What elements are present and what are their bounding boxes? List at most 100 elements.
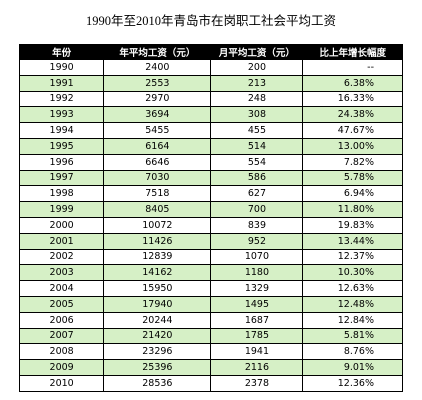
cell-growth: 6.38% bbox=[302, 74, 403, 92]
cell-annual-wage: 6646 bbox=[103, 153, 212, 171]
cell-monthly-wage: 627 bbox=[210, 185, 304, 203]
cell-growth: 47.67% bbox=[302, 122, 403, 139]
cell-year: 1999 bbox=[18, 201, 105, 218]
table-row: 2005 17940 1495 12.48% bbox=[18, 295, 403, 313]
cell-growth: 12.37% bbox=[302, 248, 403, 266]
table-row: 2007 21420 1785 5.81% bbox=[18, 327, 403, 345]
cell-growth: 8.76% bbox=[302, 343, 403, 361]
cell-annual-wage: 21420 bbox=[103, 327, 212, 345]
table-row: 2003 14162 1180 10.30% bbox=[18, 264, 403, 282]
cell-year: 1994 bbox=[18, 122, 105, 139]
cell-year: 2001 bbox=[18, 232, 105, 250]
cell-monthly-wage: 700 bbox=[210, 201, 304, 218]
cell-annual-wage: 28536 bbox=[103, 374, 212, 392]
cell-year: 1997 bbox=[18, 169, 105, 187]
header-year: 年份 bbox=[18, 44, 105, 60]
cell-monthly-wage: 248 bbox=[210, 90, 304, 108]
cell-annual-wage: 11426 bbox=[103, 232, 212, 250]
cell-monthly-wage: 1070 bbox=[210, 248, 304, 266]
cell-monthly-wage: 839 bbox=[210, 216, 304, 234]
cell-year: 1993 bbox=[18, 106, 105, 124]
cell-growth: -- bbox=[302, 59, 403, 76]
cell-year: 2005 bbox=[18, 295, 105, 313]
cell-monthly-wage: 1785 bbox=[210, 327, 304, 345]
cell-growth: 11.80% bbox=[302, 201, 403, 218]
cell-growth: 16.33% bbox=[302, 90, 403, 108]
table-row: 1993 3694 308 24.38% bbox=[18, 106, 403, 124]
cell-annual-wage: 7518 bbox=[103, 185, 212, 203]
cell-monthly-wage: 2378 bbox=[210, 374, 304, 392]
header-growth: 比上年增长幅度 bbox=[302, 44, 403, 60]
cell-monthly-wage: 213 bbox=[210, 74, 304, 92]
cell-monthly-wage: 1941 bbox=[210, 343, 304, 361]
table-row: 2009 25396 2116 9.01% bbox=[18, 359, 403, 376]
cell-growth: 5.78% bbox=[302, 169, 403, 187]
cell-year: 1992 bbox=[18, 90, 105, 108]
table-row: 1999 8405 700 11.80% bbox=[18, 201, 403, 218]
cell-monthly-wage: 455 bbox=[210, 122, 304, 139]
cell-annual-wage: 10072 bbox=[103, 216, 212, 234]
cell-annual-wage: 23296 bbox=[103, 343, 212, 361]
header-annual-wage: 年平均工资（元） bbox=[103, 44, 212, 60]
cell-year: 1998 bbox=[18, 185, 105, 203]
table-row: 2008 23296 1941 8.76% bbox=[18, 343, 403, 361]
cell-year: 1990 bbox=[18, 59, 105, 76]
cell-annual-wage: 25396 bbox=[103, 359, 212, 376]
table-row: 2004 15950 1329 12.63% bbox=[18, 280, 403, 297]
page-title: 1990年至2010年青岛市在岗职工社会平均工资 bbox=[85, 14, 336, 28]
cell-growth: 24.38% bbox=[302, 106, 403, 124]
cell-year: 2002 bbox=[18, 248, 105, 266]
table-row: 2000 10072 839 19.83% bbox=[18, 216, 403, 234]
cell-year: 2010 bbox=[18, 374, 105, 392]
cell-year: 1996 bbox=[18, 153, 105, 171]
cell-annual-wage: 3694 bbox=[103, 106, 212, 124]
cell-monthly-wage: 1329 bbox=[210, 280, 304, 297]
cell-growth: 12.84% bbox=[302, 311, 403, 329]
cell-year: 2004 bbox=[18, 280, 105, 297]
table-row: 1996 6646 554 7.82% bbox=[18, 153, 403, 171]
cell-year: 2008 bbox=[18, 343, 105, 361]
table-row: 2002 12839 1070 12.37% bbox=[18, 248, 403, 266]
header-monthly-wage: 月平均工资（元） bbox=[210, 44, 304, 60]
cell-growth: 10.30% bbox=[302, 264, 403, 282]
cell-annual-wage: 17940 bbox=[103, 295, 212, 313]
table-header-row: 年份 年平均工资（元） 月平均工资（元） 比上年增长幅度 bbox=[18, 44, 403, 60]
cell-year: 1991 bbox=[18, 74, 105, 92]
table-row: 1994 5455 455 47.67% bbox=[18, 122, 403, 139]
cell-growth: 5.81% bbox=[302, 327, 403, 345]
cell-growth: 9.01% bbox=[302, 359, 403, 376]
cell-annual-wage: 12839 bbox=[103, 248, 212, 266]
table-row: 2010 28536 2378 12.36% bbox=[18, 374, 403, 392]
cell-monthly-wage: 1687 bbox=[210, 311, 304, 329]
cell-year: 2007 bbox=[18, 327, 105, 345]
cell-annual-wage: 20244 bbox=[103, 311, 212, 329]
cell-growth: 12.63% bbox=[302, 280, 403, 297]
table-row: 1990 2400 200 -- bbox=[18, 59, 403, 76]
cell-annual-wage: 15950 bbox=[103, 280, 212, 297]
cell-growth: 13.44% bbox=[302, 232, 403, 250]
wage-table: 年份 年平均工资（元） 月平均工资（元） 比上年增长幅度 1990 2400 2… bbox=[18, 44, 403, 392]
cell-monthly-wage: 952 bbox=[210, 232, 304, 250]
cell-monthly-wage: 586 bbox=[210, 169, 304, 187]
cell-annual-wage: 2400 bbox=[103, 59, 212, 76]
cell-monthly-wage: 200 bbox=[210, 59, 304, 76]
cell-year: 2006 bbox=[18, 311, 105, 329]
cell-growth: 7.82% bbox=[302, 153, 403, 171]
cell-year: 1995 bbox=[18, 137, 105, 155]
table-row: 1995 6164 514 13.00% bbox=[18, 137, 403, 155]
table-row: 2001 11426 952 13.44% bbox=[18, 232, 403, 250]
cell-annual-wage: 6164 bbox=[103, 137, 212, 155]
cell-monthly-wage: 514 bbox=[210, 137, 304, 155]
table-row: 1997 7030 586 5.78% bbox=[18, 169, 403, 187]
cell-growth: 13.00% bbox=[302, 137, 403, 155]
cell-monthly-wage: 1180 bbox=[210, 264, 304, 282]
cell-growth: 12.36% bbox=[302, 374, 403, 392]
cell-growth: 6.94% bbox=[302, 185, 403, 203]
cell-year: 2009 bbox=[18, 359, 105, 376]
table-row: 1991 2553 213 6.38% bbox=[18, 74, 403, 92]
cell-growth: 19.83% bbox=[302, 216, 403, 234]
cell-year: 2003 bbox=[18, 264, 105, 282]
table-row: 1998 7518 627 6.94% bbox=[18, 185, 403, 203]
cell-monthly-wage: 308 bbox=[210, 106, 304, 124]
cell-annual-wage: 14162 bbox=[103, 264, 212, 282]
